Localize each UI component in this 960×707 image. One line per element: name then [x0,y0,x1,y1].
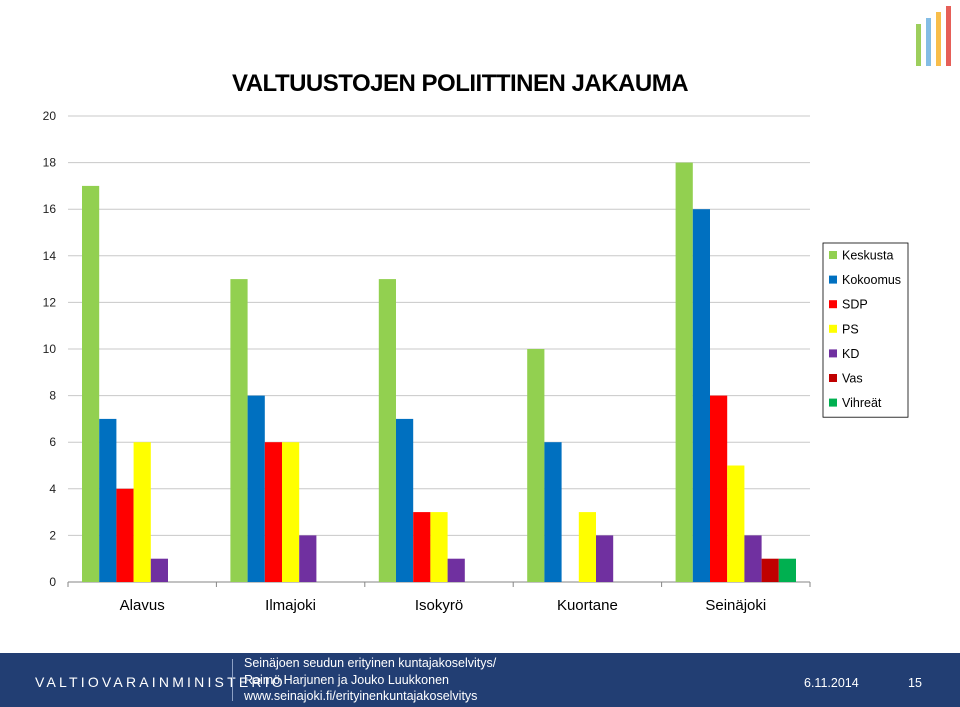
footer-divider [232,659,233,701]
footer-info: Seinäjoen seudun erityinen kuntajakoselv… [244,655,496,705]
x-tick-label: Isokyrö [415,597,463,614]
bar-kokoomus-isokyrö [396,418,414,582]
y-tick-label: 0 [49,575,56,589]
legend-box [822,242,909,418]
y-tick-label: 2 [49,528,56,542]
legend-swatch [829,324,837,333]
bar-keskusta-isokyrö [378,279,396,582]
legend-swatch [829,349,837,358]
legend-label: Keskusta [842,249,893,263]
y-tick-label: 18 [43,156,57,170]
legend-label: PS [842,322,859,336]
legend-label: SDP [842,298,868,312]
legend-swatch [829,251,837,259]
bar-kd-ilmajoki [299,535,317,582]
page-number: 15 [908,676,922,690]
footer-line-2: Raimo Harjunen ja Jouko Luukkonen [244,672,449,687]
bar-sdp-alavus [116,488,134,582]
x-tick-label: Kuortane [557,597,618,614]
bar-kokoomus-alavus [99,418,117,582]
y-tick-label: 4 [49,482,56,496]
footer-date: 6.11.2014 [804,676,859,690]
bar-ps-ilmajoki [282,442,300,582]
y-tick-label: 8 [49,389,56,403]
bar-keskusta-kuortane [527,349,545,582]
bar-keskusta-seinäjoki [675,162,693,582]
bar-kd-alavus [150,558,168,582]
y-tick-label: 14 [43,249,57,263]
bar-kokoomus-seinäjoki [692,209,710,582]
y-tick-label: 12 [43,295,57,309]
bar-keskusta-ilmajoki [230,279,248,582]
footer-url[interactable]: www.seinajoki.fi/erityinenkuntajakoselvi… [244,689,478,703]
bar-vas-seinäjoki [761,558,779,582]
bar-chart: 0 2 4 6 8 10 12 14 16 18 20 Alavus Ilmajoki Isokyrö Ku… [43,109,909,614]
bar-sdp-isokyrö [413,512,431,582]
legend-label: KD [842,347,859,361]
legend-swatch [829,398,837,407]
ministry-name: VALTIOVARAINMINISTERIÖ [35,674,286,690]
bar-sdp-seinäjoki [710,395,728,582]
x-tick-label: Alavus [120,597,165,614]
ministry-logo-bars [900,0,960,85]
legend-swatch [829,275,837,284]
bar-keskusta-alavus [82,185,100,582]
x-tick-label: Ilmajoki [265,597,316,614]
bar-kokoomus-ilmajoki [247,395,265,582]
y-tick-label: 20 [43,109,57,123]
bar-vihreät-seinäjoki [778,558,796,582]
page-title: VALTUUSTOJEN POLIITTINEN JAKAUMA [232,70,689,97]
bar-ps-seinäjoki [727,465,745,582]
bar-kokoomus-kuortane [544,442,562,582]
footer-bar: VALTIOVARAINMINISTERIÖ Seinäjoen seudun … [0,653,960,707]
footer-line-1: Seinäjoen seudun erityinen kuntajakoselv… [244,656,497,670]
y-tick-label: 6 [49,435,56,449]
y-tick-label: 10 [43,342,57,356]
bar-ps-kuortane [578,512,596,582]
bar-sdp-ilmajoki [264,442,282,582]
x-tick-label: Seinäjoki [705,597,766,614]
bar-ps-alavus [133,442,151,582]
bar-kd-kuortane [596,535,614,582]
bar-ps-isokyrö [430,512,448,582]
legend-label: Vas [842,372,863,386]
legend-swatch [829,300,837,309]
bar-kd-seinäjoki [744,535,762,582]
legend-label: Kokoomus [842,273,901,287]
legend-label: Vihreät [842,396,882,410]
y-tick-label: 16 [43,202,57,216]
bar-kd-isokyrö [447,558,465,582]
legend-swatch [829,374,837,382]
